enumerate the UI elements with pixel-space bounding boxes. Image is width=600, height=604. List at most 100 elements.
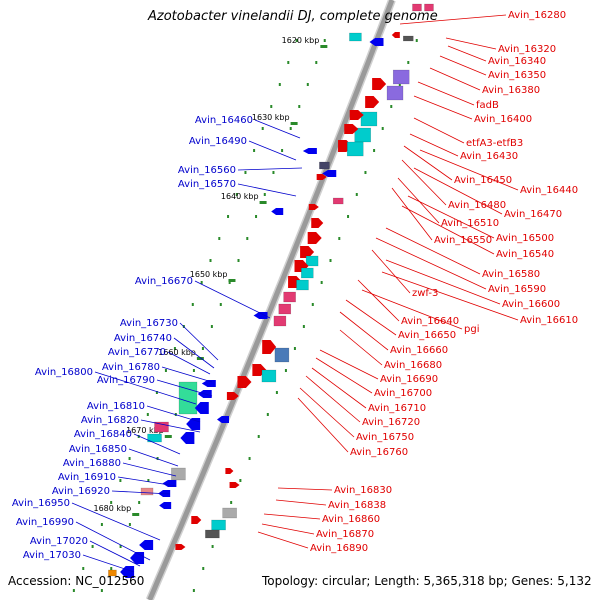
gene-block <box>403 35 414 42</box>
track-dot <box>119 479 122 482</box>
gene-label-left: Avin_16810 <box>87 401 145 412</box>
gene-block <box>301 267 314 279</box>
gene-label-right: fadB <box>476 100 499 111</box>
gene-label-right: Avin_16500 <box>496 233 554 244</box>
track-dot <box>315 61 318 64</box>
track-dot <box>323 39 326 42</box>
leader-line <box>122 462 177 477</box>
kbp-tick-mark <box>290 122 298 125</box>
gene-label-left: Avin_16850 <box>69 444 127 455</box>
outer-dot-track <box>72 39 298 592</box>
gene-block <box>283 291 296 303</box>
gene-label-right: Avin_16640 <box>401 316 459 327</box>
track-dot <box>255 215 258 218</box>
gene-arrow-reverse <box>159 502 172 509</box>
gene-label-right: Avin_16750 <box>356 432 414 443</box>
leader-line <box>261 523 315 535</box>
gene-label-right: Avin_16610 <box>520 315 578 326</box>
kbp-tick-label: 1640 kbp <box>221 192 259 201</box>
track-dot <box>192 369 195 372</box>
track-dot <box>228 281 231 284</box>
gene-block <box>424 3 434 12</box>
gene-block <box>305 255 319 267</box>
track-dot <box>246 237 249 240</box>
track-dot <box>266 413 269 416</box>
kbp-tick-label: 1680 kbp <box>94 504 132 513</box>
gene-arrow-reverse <box>253 312 268 319</box>
gene-label-right: etfA3-etfB3 <box>466 138 523 149</box>
track-dot <box>147 479 150 482</box>
gene-block <box>273 315 287 327</box>
track-dot <box>100 523 103 526</box>
kbp-tick-mark <box>320 45 328 48</box>
leader-line <box>297 397 349 453</box>
gene-block <box>349 32 362 42</box>
gene-arrow-reverse <box>391 32 400 38</box>
track-dot <box>338 237 341 240</box>
track-dot <box>72 589 75 592</box>
gene-label-right: Avin_16450 <box>454 175 512 186</box>
track-dot <box>219 303 222 306</box>
gene-label-left: Avin_16740 <box>114 333 172 344</box>
gene-label-left: Avin_17020 <box>30 536 88 547</box>
track-dot <box>211 545 214 548</box>
track-dot <box>287 61 290 64</box>
gene-label-right: Avin_16480 <box>448 200 506 211</box>
leader-line <box>429 67 481 91</box>
track-dot <box>390 105 393 108</box>
track-dot <box>119 545 122 548</box>
gene-label-left: Avin_16560 <box>178 165 236 176</box>
gene-label-right: Avin_16600 <box>502 299 560 310</box>
track-dot <box>381 127 384 130</box>
gene-label-left: Avin_16770 <box>108 347 166 358</box>
gene-label-right: Avin_16540 <box>496 249 554 260</box>
leader-line <box>94 371 197 405</box>
gene-label-left: Avin_16920 <box>52 486 110 497</box>
gene-label-right: Avin_16680 <box>384 360 442 371</box>
track-dot <box>237 259 240 262</box>
gene-block <box>296 279 309 291</box>
gene-arrow-forward <box>262 340 277 354</box>
kbp-tick-mark <box>228 279 236 282</box>
track-dot <box>210 325 213 328</box>
leader-line <box>237 167 303 171</box>
leader-line <box>417 81 475 106</box>
track-dot <box>209 259 212 262</box>
gene-block <box>147 433 162 443</box>
leader-line <box>161 366 213 383</box>
track-dot <box>82 567 85 570</box>
leader-line <box>277 487 333 491</box>
gene-label-right: Avin_16550 <box>434 235 492 246</box>
gene-label-right: Avin_16890 <box>310 543 368 554</box>
track-dot <box>146 413 149 416</box>
leader-line <box>345 299 397 336</box>
track-dot <box>239 479 242 482</box>
track-dot <box>248 457 251 460</box>
track-dot <box>373 149 376 152</box>
gene-arrow-reverse <box>369 38 384 46</box>
gene-block <box>222 507 237 519</box>
gene-arrow-forward <box>191 516 202 524</box>
leader-line <box>179 322 219 361</box>
gene-label-left: Avin_16820 <box>81 415 139 426</box>
gene-block <box>332 197 344 205</box>
track-dot <box>398 83 401 86</box>
gene-label-left: Avin_16840 <box>74 429 132 440</box>
gene-arrow-forward <box>372 78 387 90</box>
gene-block <box>205 529 220 539</box>
leader-line <box>275 499 327 506</box>
gene-arrow-forward <box>349 110 364 120</box>
track-dot <box>155 391 158 394</box>
track-dot <box>110 567 113 570</box>
leader-line <box>111 490 171 495</box>
leader-line <box>399 14 507 25</box>
gene-label-right: Avin_16510 <box>441 218 499 229</box>
gene-label-right: Avin_16830 <box>334 485 392 496</box>
gene-arrow-forward <box>300 246 315 258</box>
track-dot <box>100 589 103 592</box>
leader-line <box>173 337 215 369</box>
gene-label-right: Avin_16650 <box>398 330 456 341</box>
leader-line <box>375 237 487 290</box>
